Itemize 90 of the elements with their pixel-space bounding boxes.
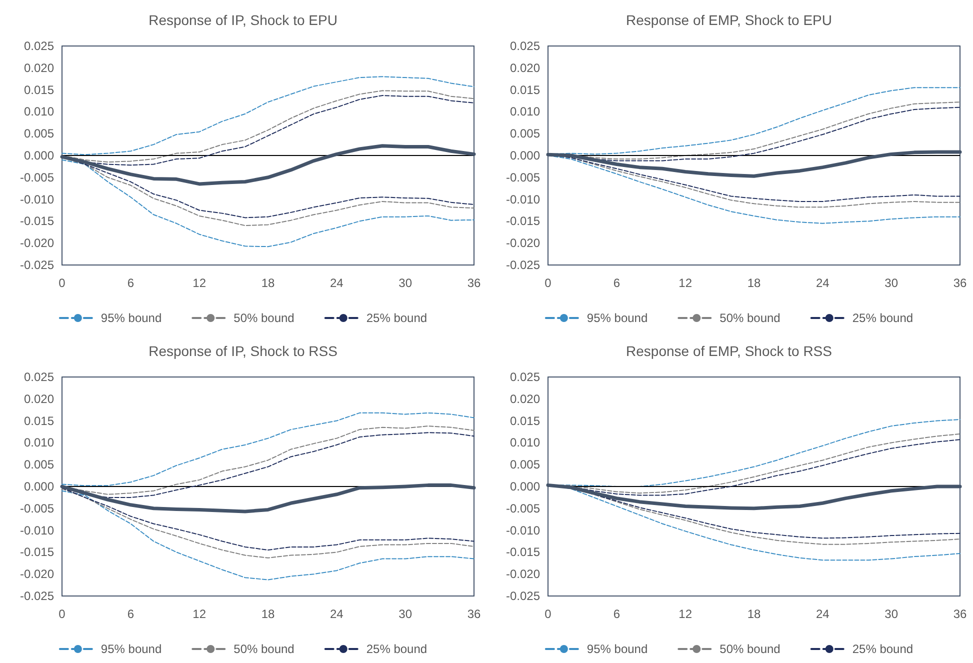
x-tick-label: 36 (953, 276, 967, 290)
y-tick-label: 0.020 (24, 392, 54, 406)
y-tick-label: -0.010 (20, 523, 54, 538)
y-tick-label: 0.000 (24, 148, 54, 162)
x-tick-label: 18 (747, 607, 761, 621)
x-tick-label: 12 (678, 276, 692, 290)
legend-label: 25% bound (852, 642, 914, 656)
x-tick-label: 24 (816, 607, 830, 621)
y-tick-label: -0.005 (506, 170, 540, 184)
y-tick-label: 0.005 (510, 458, 540, 472)
y-tick-label: -0.005 (506, 501, 540, 516)
x-tick-label: 12 (192, 276, 206, 290)
y-tick-label: 0.020 (510, 60, 540, 75)
x-tick-label: 24 (330, 607, 344, 621)
y-tick-label: 0.015 (510, 414, 540, 428)
y-tick-label: -0.010 (20, 192, 54, 206)
legend-label: 95% bound (586, 311, 648, 325)
y-tick-label: 0.005 (24, 458, 54, 472)
y-tick-label: -0.020 (506, 236, 540, 250)
y-tick-label: -0.020 (506, 567, 540, 582)
chart-title: Response of EMP, Shock to EPU (626, 12, 832, 28)
legend-label: 50% bound (720, 311, 780, 325)
x-tick-label: 18 (261, 607, 275, 621)
y-tick-label: -0.015 (20, 214, 54, 228)
x-tick-label: 0 (544, 607, 552, 621)
legend-label: 25% bound (366, 311, 428, 325)
y-tick-label: -0.010 (506, 523, 540, 538)
x-tick-label: 6 (127, 276, 134, 290)
x-tick-label: 6 (127, 607, 134, 621)
y-tick-label: -0.010 (506, 192, 540, 206)
y-tick-label: 0.010 (24, 104, 54, 119)
y-tick-label: 0.015 (24, 414, 54, 428)
x-tick-label: 24 (330, 276, 344, 290)
x-tick-label: 30 (884, 607, 898, 621)
x-tick-label: 12 (678, 607, 692, 621)
y-tick-label: -0.015 (506, 214, 540, 228)
y-tick-label: 0.015 (510, 82, 540, 97)
y-tick-label: 0.000 (24, 480, 54, 494)
chart-title: Response of IP, Shock to RSS (148, 343, 338, 359)
line-series (62, 412, 474, 486)
x-tick-label: 36 (467, 276, 481, 290)
legend-label: 50% bound (234, 642, 294, 656)
legend-label: 95% bound (100, 642, 162, 656)
y-tick-label: 0.010 (510, 436, 540, 450)
chart-title: Response of EMP, Shock to RSS (626, 343, 832, 359)
x-tick-label: 30 (398, 607, 412, 621)
legend-label: 25% bound (852, 311, 914, 325)
chart-title: Response of IP, Shock to EPU (148, 12, 338, 28)
y-tick-label: 0.005 (510, 126, 540, 141)
legend-label: 50% bound (720, 642, 780, 656)
legend-label: 95% bound (586, 642, 648, 656)
y-tick-label: -0.005 (20, 170, 54, 184)
y-tick-label: 0.025 (24, 370, 54, 384)
x-tick-label: 24 (816, 276, 830, 290)
y-tick-label: -0.005 (20, 501, 54, 516)
x-tick-label: 12 (192, 607, 206, 621)
x-tick-label: 36 (953, 607, 967, 621)
y-tick-label: 0.010 (24, 436, 54, 450)
y-tick-label: 0.000 (510, 148, 540, 162)
y-tick-label: -0.025 (506, 589, 540, 603)
x-tick-label: 36 (467, 607, 481, 621)
y-tick-label: 0.010 (510, 104, 540, 119)
y-tick-label: 0.015 (24, 82, 54, 97)
legend-label: 95% bound (100, 311, 162, 325)
x-tick-label: 0 (58, 607, 66, 621)
y-tick-label: 0.020 (24, 60, 54, 75)
x-tick-label: 18 (261, 276, 275, 290)
y-tick-label: 0.025 (510, 370, 540, 384)
y-tick-label: -0.025 (506, 258, 540, 272)
legend-label: 50% bound (234, 311, 294, 325)
x-tick-label: 6 (613, 276, 620, 290)
x-tick-label: 0 (544, 276, 552, 290)
y-tick-label: 0.025 (510, 39, 540, 53)
legend-label: 25% bound (366, 642, 428, 656)
y-tick-label: 0.020 (510, 392, 540, 406)
y-tick-label: 0.025 (24, 39, 54, 53)
x-tick-label: 18 (747, 276, 761, 290)
y-tick-label: -0.020 (20, 567, 54, 582)
x-tick-label: 6 (613, 607, 620, 621)
x-tick-label: 30 (398, 276, 412, 290)
x-tick-label: 30 (884, 276, 898, 290)
y-tick-label: -0.015 (506, 545, 540, 560)
x-tick-label: 0 (58, 276, 66, 290)
y-tick-label: -0.025 (20, 258, 54, 272)
y-tick-label: -0.020 (20, 236, 54, 250)
line-series (62, 76, 474, 156)
y-tick-label: -0.025 (20, 589, 54, 603)
y-tick-label: 0.000 (510, 480, 540, 494)
y-tick-label: -0.015 (20, 545, 54, 560)
y-tick-label: 0.005 (24, 126, 54, 141)
